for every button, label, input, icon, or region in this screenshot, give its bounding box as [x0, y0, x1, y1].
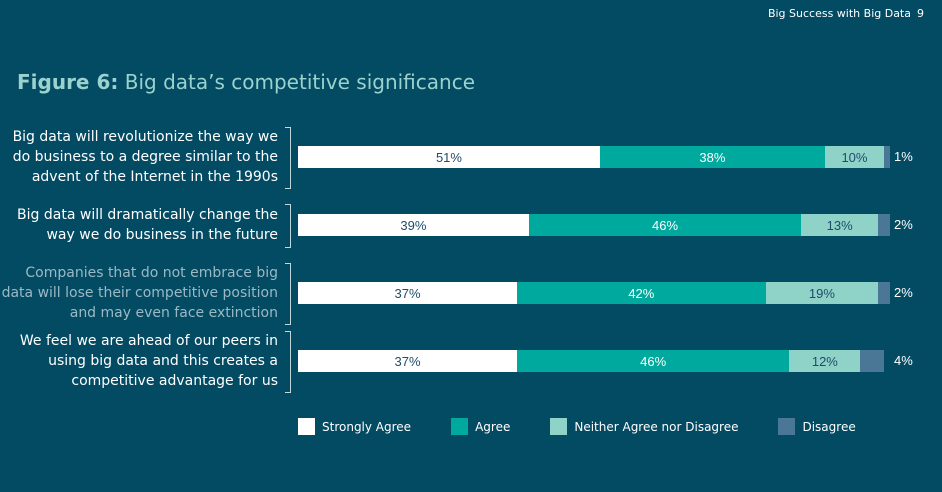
bar-segment-agree: 38%	[599, 146, 825, 168]
legend-label-strongly-agree: Strongly Agree	[322, 419, 412, 434]
bar-row: 51% 38% 10%	[298, 146, 890, 168]
row-bracket	[285, 331, 291, 393]
figure-title-text: Big data’s competitive significance	[124, 70, 476, 94]
bar-segment-strongly-agree: 37%	[298, 282, 518, 304]
bar-value-label: 37%	[394, 285, 421, 301]
row-label: We feel we are ahead of our peers in usin…	[0, 331, 278, 391]
bar-value-label: 51%	[435, 149, 462, 165]
chart-legend: Strongly Agree Agree Neither Agree nor D…	[298, 418, 896, 435]
bar-segment-neither: 19%	[765, 282, 879, 304]
bar-segment-disagree	[860, 350, 885, 372]
row-bracket	[285, 263, 291, 325]
header-text: Big Success with Big Data	[767, 7, 911, 20]
bar-segment-strongly-agree: 39%	[298, 214, 529, 236]
bar-value-label-disagree: 1%	[894, 149, 913, 164]
bar-segment-disagree	[878, 214, 890, 236]
bar-segment-neither: 10%	[824, 146, 885, 168]
row-label-line: and may even face extinction	[69, 305, 278, 321]
bar-value-label: 10%	[841, 149, 868, 165]
legend-item-strongly-agree: Strongly Agree	[298, 418, 411, 435]
row-label: Big data will dramatically change the way…	[0, 205, 278, 245]
row-label-line: way we do business in the future	[46, 227, 278, 243]
row-label: Companies that do not embrace big data wi…	[0, 263, 278, 323]
bar-value-label-disagree: 4%	[894, 353, 913, 368]
bar-value-label: 42%	[628, 285, 655, 301]
bar-segment-agree: 46%	[528, 214, 802, 236]
bar-value-label: 46%	[640, 353, 667, 369]
row-label-line: We feel we are ahead of our peers in	[19, 333, 278, 349]
legend-label-neither: Neither Agree nor Disagree	[574, 419, 739, 434]
bar-segment-neither: 12%	[789, 350, 861, 372]
bar-value-label: 46%	[652, 217, 679, 233]
bar-value-label-disagree: 2%	[894, 285, 913, 300]
bar-value-label-disagree: 2%	[894, 217, 913, 232]
bar-segment-strongly-agree: 51%	[298, 146, 600, 168]
bar-value-label: 19%	[808, 285, 835, 301]
page-header: Big Success with Big Data 9	[768, 7, 924, 20]
row-label-line: Big data will revolutionize the way we	[12, 129, 278, 145]
row-label: Big data will revolutionize the way we do…	[0, 127, 278, 187]
bar-value-label: 37%	[394, 353, 421, 369]
legend-label-disagree: Disagree	[802, 419, 856, 434]
row-label-line: competitive advantage for us	[71, 373, 278, 389]
page-number: 9	[917, 7, 924, 20]
row-label-line: Companies that do not embrace big	[25, 265, 278, 281]
bar-segment-agree: 42%	[517, 282, 766, 304]
bar-value-label: 38%	[699, 149, 726, 165]
legend-swatch-neither	[550, 418, 568, 435]
row-bracket	[285, 127, 291, 189]
bar-value-label: 13%	[826, 217, 853, 233]
bar-value-label: 39%	[400, 217, 427, 233]
bar-row: 37% 46% 12%	[298, 350, 890, 372]
bar-value-label: 12%	[811, 353, 838, 369]
legend-swatch-agree	[451, 418, 469, 435]
row-label-line: data will lose their competitive positio…	[1, 285, 278, 301]
row-label-line: using big data and this creates a	[48, 353, 278, 369]
legend-label-agree: Agree	[475, 419, 511, 434]
row-label-line: do business to a degree similar to the	[12, 149, 278, 165]
row-bracket	[285, 204, 291, 248]
row-label-line: advent of the Internet in the 1990s	[31, 169, 278, 185]
bar-row: 37% 42% 19%	[298, 282, 890, 304]
bar-segment-neither: 13%	[801, 214, 879, 236]
row-label-line: Big data will dramatically change the	[17, 207, 278, 223]
legend-item-disagree: Disagree	[778, 418, 856, 435]
legend-item-agree: Agree	[451, 418, 510, 435]
bar-segment-agree: 46%	[517, 350, 790, 372]
bar-segment-disagree	[878, 282, 890, 304]
legend-swatch-disagree	[778, 418, 796, 435]
bar-segment-disagree	[884, 146, 890, 168]
legend-swatch-strongly-agree	[298, 418, 315, 435]
bar-row: 39% 46% 13%	[298, 214, 890, 236]
legend-item-neither: Neither Agree nor Disagree	[550, 418, 738, 435]
bar-segment-strongly-agree: 37%	[298, 350, 518, 372]
figure-title: Figure 6: Big data’s competitive signifi…	[17, 70, 475, 94]
figure-number: Figure 6:	[17, 70, 119, 94]
